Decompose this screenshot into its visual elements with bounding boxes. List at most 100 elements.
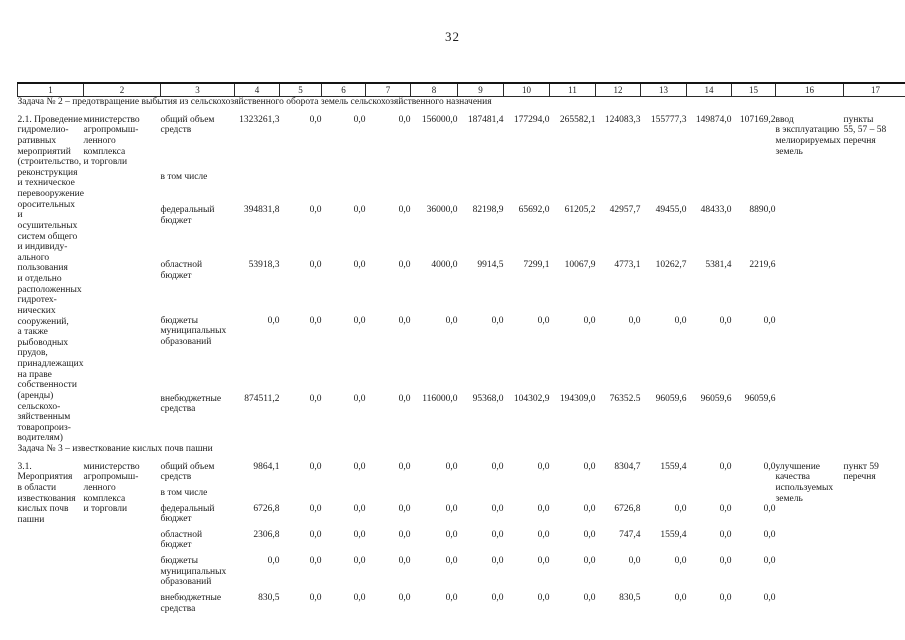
column-number-row: 1 2 3 4 5 6 7 8 9 10 11 12 13 14 15 16 17 [17,82,905,97]
empty-values-cell [235,483,776,499]
budget-type-cell: бюджеты муниципальных образований [160,556,227,588]
value-cell: 0,0 [309,556,322,566]
value-cell: 747,4 [619,529,641,540]
value-cell: 0,0 [353,260,366,271]
value-cell: 0,0 [674,315,687,326]
value-cell: 0,0 [763,529,776,540]
value-cell: 10067,9 [564,260,596,271]
value-cell: 0,0 [537,315,550,326]
value-cell: 7299,1 [523,260,550,271]
value-cell: 0,0 [537,529,550,540]
value-cell: 1323261,3 [239,114,280,125]
value-cell: 6726,8 [614,503,641,514]
value-cell: 830,5 [619,592,641,603]
budget-type-cell: внебюджетные средства [160,592,222,614]
value-cell: 124083,3 [604,114,641,125]
table-body: 1 2 3 4 5 6 7 8 9 10 11 12 13 14 15 16 17 Задача № 2 – пр… [17,82,905,614]
value-cell: 96059,6 [655,393,687,404]
value-cell: 0,0 [353,315,366,326]
ministry-cell: министерство агропромыш- ленного комплек… [83,114,140,168]
value-cell: 265582,1 [559,114,596,125]
column-number-17: 17 [843,82,905,97]
column-number-12: 12 [595,82,641,97]
value-cell: 0,0 [445,556,458,566]
value-cell: 177294,0 [513,114,550,125]
value-cell: 0,0 [491,315,504,326]
budget-row: 2.1. Проведение гидромелио- ративных мер… [18,108,905,444]
column-number-13: 13 [640,82,687,97]
value-cell: 0,0 [674,592,687,603]
value-cell: 9914,5 [477,260,504,271]
value-cell: 149874,0 [695,114,732,125]
result-cell: ввод в эксплуатацию мелиорируемых земель [775,114,841,157]
column-number-15: 15 [731,82,776,97]
value-cell: 10262,7 [655,260,687,271]
value-cell: 0,0 [398,315,411,326]
value-cell: 0,0 [353,503,366,514]
value-cell: 0,0 [628,315,641,326]
value-cell: 0,0 [398,205,411,216]
reference-cell: пункт 59 перечня [843,461,879,483]
value-cell: 0,0 [353,461,366,472]
value-cell: 0,0 [353,529,366,540]
column-number-8: 8 [410,82,458,97]
value-cell: 0,0 [353,556,366,566]
budget-type-cell: областной бюджет [160,260,203,282]
value-cell: 0,0 [583,592,596,603]
value-cell: 0,0 [537,556,550,566]
value-cell: 95368,0 [472,393,504,404]
value-cell: 5381,4 [705,260,732,271]
budget-type-cell: бюджеты муниципальных образований [160,315,227,348]
value-cell: 0,0 [719,529,732,540]
value-cell: 0,0 [309,393,322,404]
column-number-9: 9 [457,82,504,97]
value-cell: 0,0 [445,503,458,514]
value-cell: 0,0 [398,260,411,271]
value-cell: 0,0 [309,461,322,472]
value-cell: 0,0 [309,315,322,326]
value-cell: 96059,6 [700,393,732,404]
value-cell: 0,0 [763,556,776,566]
value-cell: 2219,6 [749,260,776,271]
section-row: Задача № 3 – известкование кислых почв п… [18,444,905,455]
value-cell: 0,0 [309,205,322,216]
value-cell: 65692,0 [518,205,550,216]
value-cell: 0,0 [719,315,732,326]
value-cell: 0,0 [398,592,411,603]
value-cell: 0,0 [491,529,504,540]
activity-cell: 2.1. Проведение гидромелио- ративных мер… [17,114,84,444]
section-title: Задача № 3 – известкование кислых почв п… [17,444,213,454]
value-cell: 0,0 [445,592,458,603]
value-cell: 0,0 [398,114,411,125]
value-cell: 0,0 [583,529,596,540]
value-cell: 107169,2 [739,114,776,125]
value-cell: 0,0 [353,205,366,216]
value-cell: 0,0 [674,556,687,566]
empty-values-cell [235,167,776,200]
value-cell: 82198,9 [472,205,504,216]
budget-type-cell: в том числе [160,172,208,183]
column-number-6: 6 [321,82,366,97]
value-cell: 0,0 [309,592,322,603]
value-cell: 0,0 [309,260,322,271]
value-cell: 116000,0 [422,393,458,404]
budget-type-cell: федеральный бюджет [160,503,215,525]
budget-row: областной бюджет 2306,8 0,0 0,0 0,0 0,0 0,0 0,0… [18,525,905,551]
column-number-7: 7 [365,82,411,97]
value-cell: 155777,3 [650,114,687,125]
value-cell: 0,0 [763,503,776,514]
value-cell: 194309,0 [559,393,596,404]
value-cell: 2306,8 [253,529,280,540]
budget-row: внебюджетные средства 874511,2 0,0 0,0 0,0 11… [18,389,905,444]
value-cell: 0,0 [491,556,504,566]
value-cell: 0,0 [353,592,366,603]
budget-row: федеральный бюджет 6726,8 0,0 0,0 0,0 0,0 0,0 0… [18,499,905,525]
value-cell: 1559,4 [660,529,687,540]
value-cell: 0,0 [445,461,458,472]
budget-row: бюджеты муниципальных образований 0,0 0,0 0… [18,551,905,588]
budget-row: федеральный бюджет 394831,8 0,0 0,0 0,0 36000… [18,200,905,255]
value-cell: 187481,4 [467,114,504,125]
page-number: 32 [445,29,460,44]
value-cell: 0,0 [674,503,687,514]
program-financing-table: 1 2 3 4 5 6 7 8 9 10 11 12 13 14 15 16 17 Задача № 2 – пр… [17,82,905,614]
